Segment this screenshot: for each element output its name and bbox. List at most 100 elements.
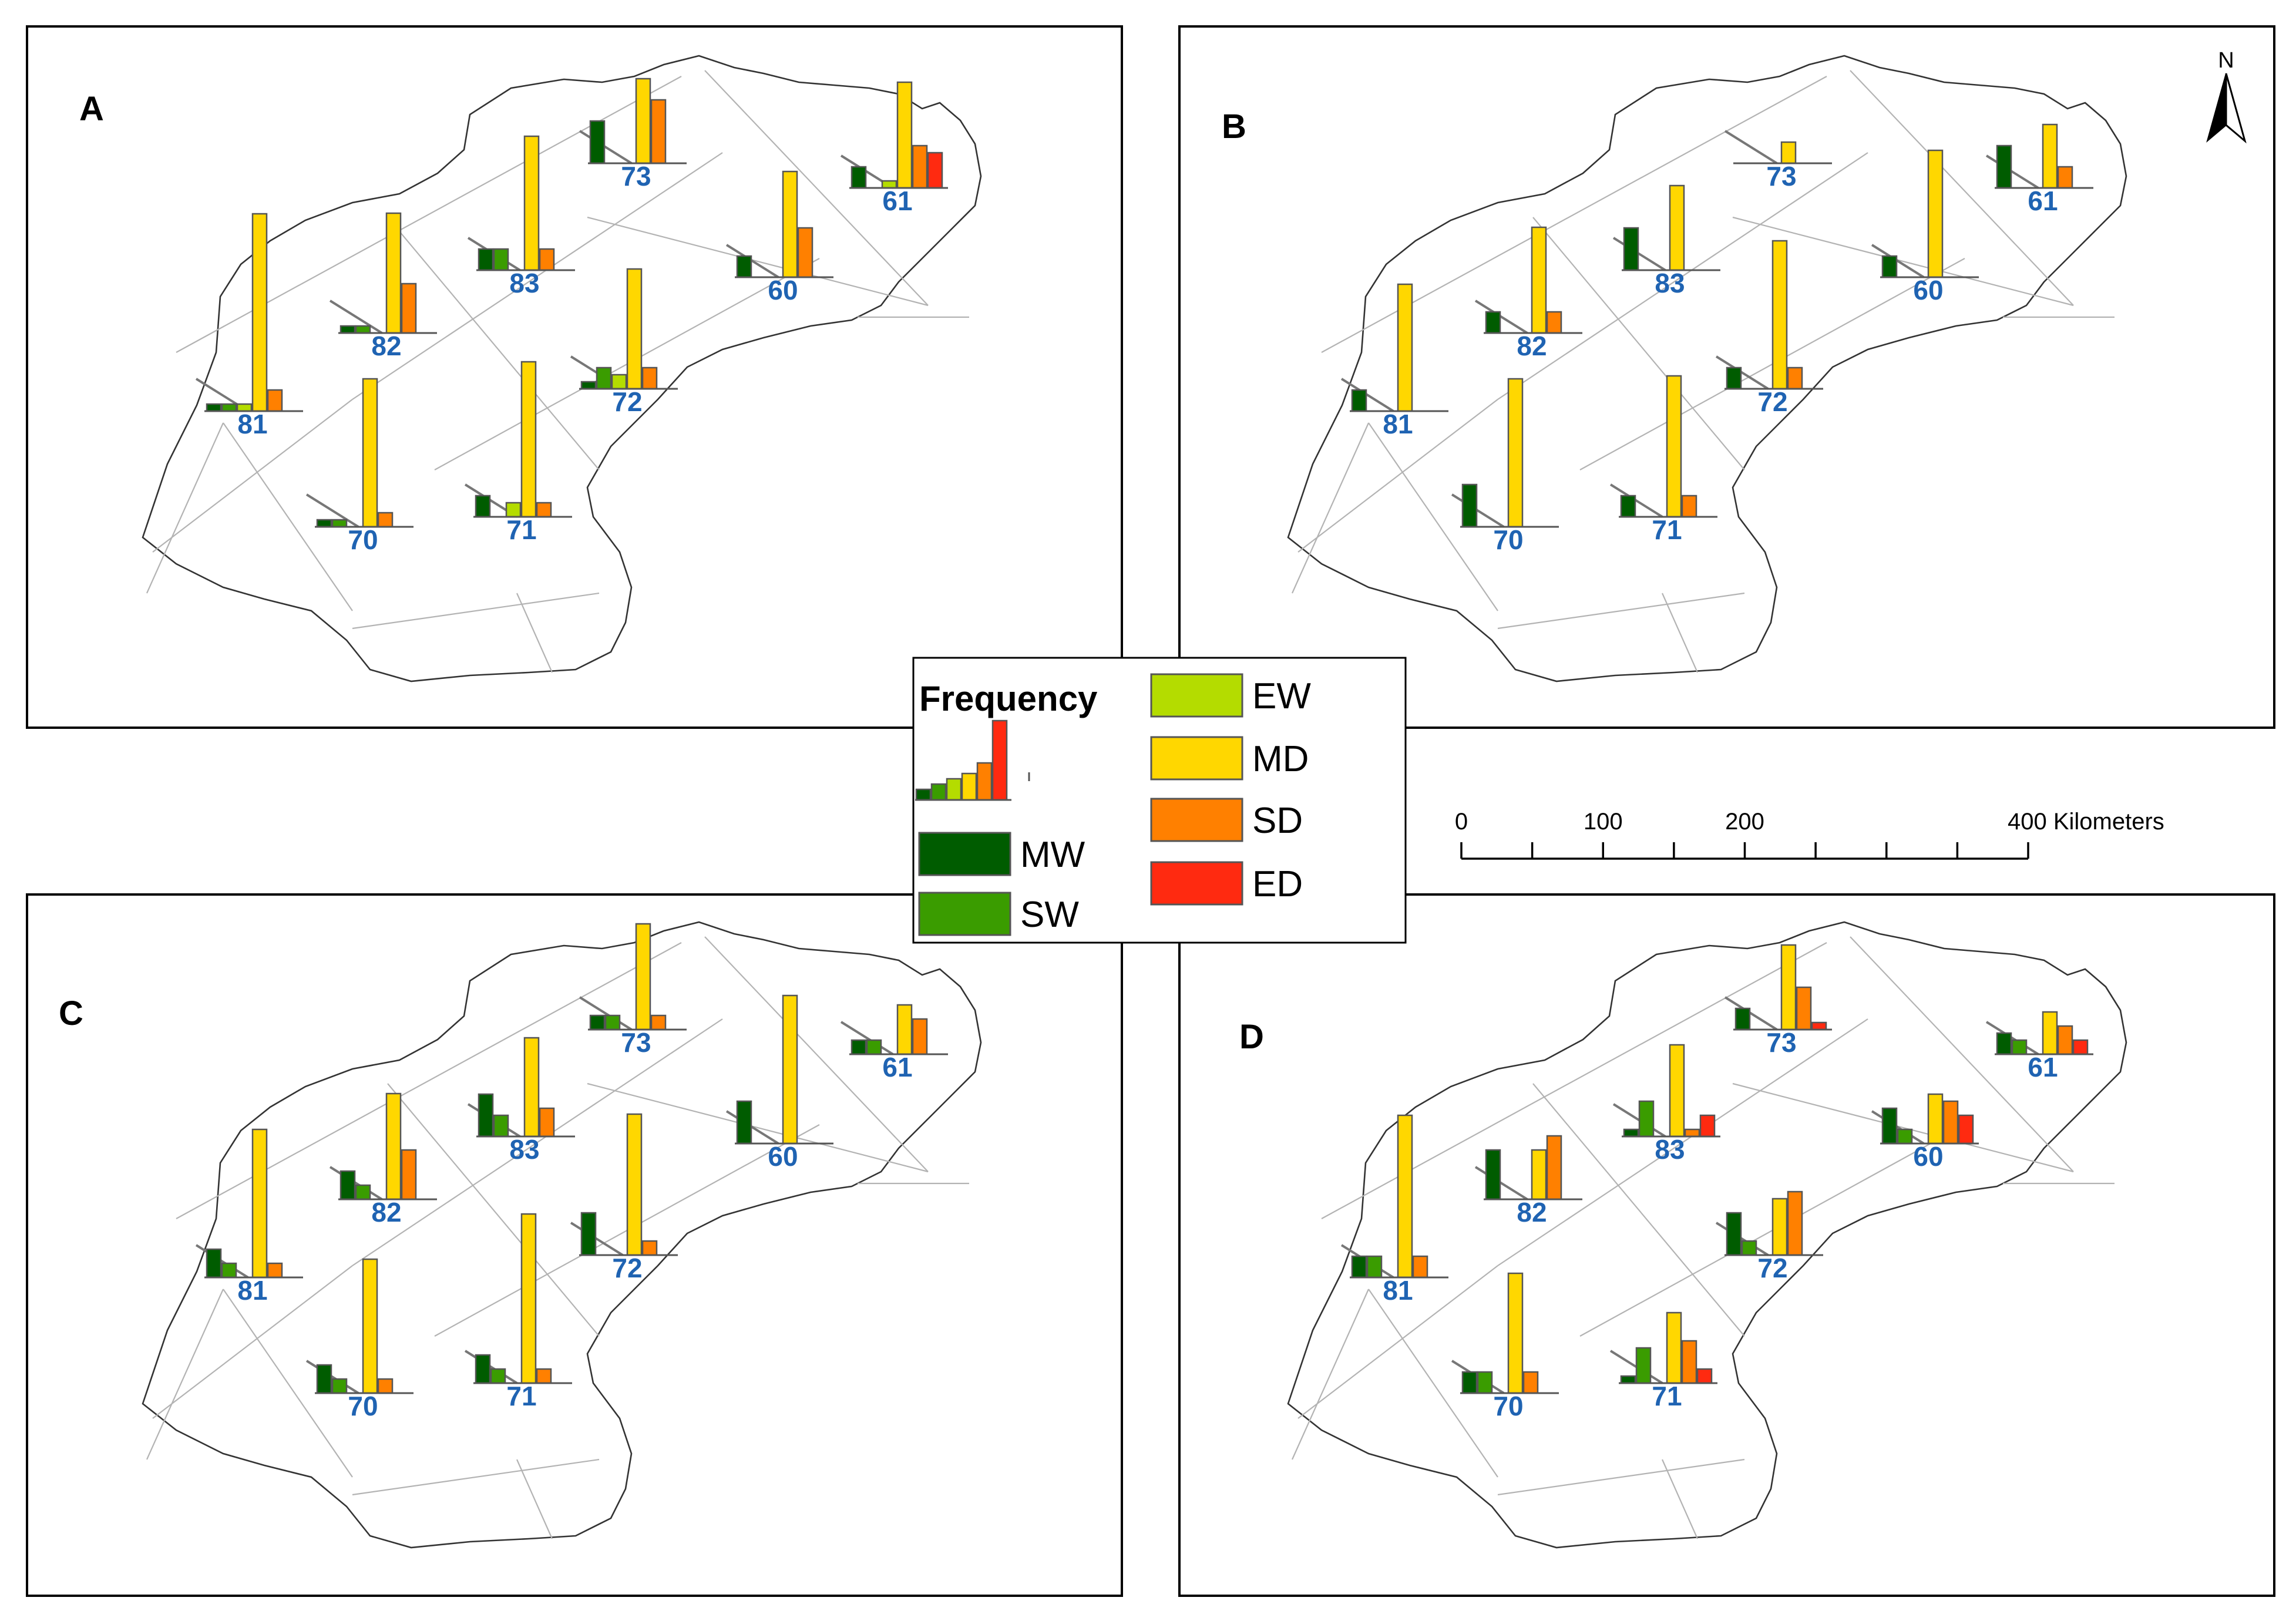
bar-md	[1927, 1093, 1944, 1145]
bar-mw	[478, 248, 494, 271]
bar-mw	[316, 519, 332, 528]
station-label: 73	[621, 161, 651, 191]
bar-md	[626, 268, 643, 390]
station-pointer	[1612, 237, 1666, 271]
panel-d: D 73 61 83 60 82 72 81 70 71	[1178, 893, 2275, 1597]
station-label: 72	[612, 1253, 642, 1283]
bar-sd	[401, 1149, 417, 1200]
bar-mw	[1620, 495, 1636, 518]
bar-mw	[589, 1014, 606, 1031]
bar-md	[1669, 184, 1685, 271]
station-pointer	[1340, 378, 1394, 412]
legend-label: SW	[1020, 894, 1079, 935]
station-pointer	[464, 1350, 518, 1384]
bar-sd	[401, 283, 417, 334]
bar-sd	[1681, 495, 1697, 518]
bar-mw	[475, 495, 491, 518]
station-label: 61	[882, 186, 912, 216]
station-label: 83	[509, 1134, 539, 1165]
bar-md	[1771, 240, 1788, 390]
bar-mw	[1485, 1149, 1501, 1200]
bar-sw	[355, 1184, 371, 1200]
bar-ed	[2072, 1039, 2089, 1055]
bar-sd	[1546, 311, 1562, 334]
bar-mw	[1726, 366, 1742, 390]
bar-md	[2042, 1011, 2058, 1055]
station-label: 60	[1913, 275, 1943, 305]
legend-example-bar-md	[961, 772, 977, 801]
bar-sw	[493, 248, 509, 271]
station-chart-60: 60	[725, 994, 833, 1172]
bar-sw	[331, 519, 348, 528]
station-label: 71	[506, 1381, 536, 1411]
station-pointer	[1871, 1110, 1925, 1145]
bar-md	[2042, 123, 2058, 189]
scale-bar: 0 100 200 400 Kilometers	[1455, 809, 2164, 860]
bar-ed	[1696, 1368, 1713, 1384]
bar-mw	[339, 1170, 356, 1200]
bar-mw	[851, 1039, 867, 1055]
station-chart-83: 83	[1612, 1044, 1720, 1165]
bar-sw	[331, 1378, 348, 1394]
bar-sw	[493, 1114, 509, 1138]
scale-tick-label: 0	[1455, 809, 1468, 835]
legend-swatch	[918, 892, 1011, 936]
bar-md	[1927, 149, 1944, 278]
station-chart-61: 61	[1985, 1011, 2093, 1082]
station-label: 81	[1383, 409, 1413, 439]
station-label: 82	[1517, 1197, 1547, 1227]
station-pointer	[1609, 483, 1663, 518]
bar-sw	[221, 403, 237, 412]
bar-sw	[596, 366, 612, 390]
bar-sd	[267, 1262, 283, 1279]
bar-mw	[339, 325, 356, 334]
bar-sw	[490, 1368, 506, 1384]
bar-mw	[1996, 144, 2012, 189]
panel-letter: D	[1239, 1018, 1264, 1056]
station-label: 61	[2028, 186, 2058, 216]
station-label: 81	[237, 1275, 267, 1306]
station-pointer	[1985, 1021, 2039, 1055]
station-chart-82: 82	[329, 1092, 437, 1227]
station-chart-83: 83	[1612, 184, 1720, 298]
station-pointer	[1715, 1222, 1769, 1256]
bar-sw	[1741, 1240, 1757, 1256]
station-chart-83: 83	[467, 135, 575, 298]
station-pointer	[329, 1166, 383, 1200]
north-label: N	[2218, 48, 2234, 73]
station-label: 70	[348, 1391, 378, 1421]
station-pointer	[579, 130, 633, 164]
station-label: 73	[1766, 1027, 1796, 1058]
bar-md	[1669, 1044, 1685, 1138]
bar-sd	[539, 1107, 555, 1138]
station-pointer	[840, 1021, 894, 1055]
bar-sw	[604, 1014, 621, 1031]
legend-swatch	[1150, 673, 1243, 718]
bar-sd	[536, 1368, 552, 1384]
bar-md	[782, 170, 798, 278]
bar-md	[251, 1128, 268, 1279]
station-label: 61	[882, 1052, 912, 1082]
legend-label: EW	[1252, 676, 1311, 717]
panel-letter: C	[59, 994, 83, 1033]
station-label: 82	[371, 331, 401, 361]
station-pointer	[1724, 996, 1778, 1031]
bar-md	[626, 1113, 643, 1256]
bar-md	[896, 1004, 913, 1055]
station-chart-73: 73	[579, 923, 687, 1058]
bar-sd	[1546, 1135, 1562, 1200]
station-label: 61	[2028, 1052, 2058, 1082]
bar-mw	[1726, 1212, 1742, 1256]
bar-mw	[1734, 1007, 1751, 1031]
station-chart-60: 60	[1871, 1093, 1979, 1172]
bar-md	[1531, 1149, 1547, 1200]
station-chart-73: 73	[1724, 944, 1832, 1058]
panel-b: B 73 61 83 60 82 72 81 70 71 N	[1178, 25, 2275, 729]
bar-mw	[580, 1212, 597, 1256]
bar-sw	[221, 1262, 237, 1279]
station-label: 71	[1652, 514, 1682, 545]
bar-mw	[1485, 311, 1501, 334]
bar-ew	[611, 374, 627, 390]
station-pointer	[1715, 355, 1769, 390]
scale-tick-label: 200	[1725, 809, 1764, 835]
